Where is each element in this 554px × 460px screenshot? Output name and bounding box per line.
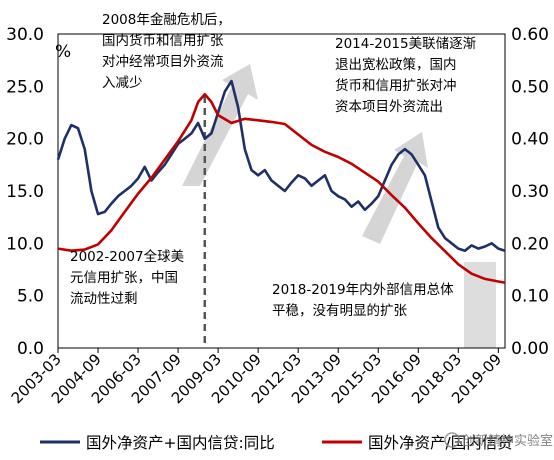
series-line-growth [56,79,506,252]
grey-band-2018-2019 [464,262,496,348]
svg-text:退出宽松政策，国内: 退出宽松政策，国内 [335,56,457,73]
left-axis-ticks: 0.0 5.0 10.0 15.0 20.0 25.0 30.0 [6,25,44,359]
left-tick-label: 10.0 [6,234,44,254]
annotation-2018: 2018-2019年内外部信用总体 平稳，没有明显的扩张 [272,282,454,319]
legend-label-ratio: 国外净资产/国内信贷 [368,434,513,452]
x-axis-ticks: 2003-032004-092006-032007-092009-032010-… [8,348,505,407]
annotation-2014: 2014-2015美联储逐渐 退出宽松政策，国内 货币和信用扩张对冲 资本项目外… [335,36,476,115]
left-tick-label: 0.0 [17,339,44,359]
annotation-2002: 2002-2007全球美 元信用扩张，中国 流动性过剩 [70,248,184,307]
grey-arrow-2015 [362,132,428,244]
right-tick-label: 0.10 [511,287,549,307]
svg-text:2018-2019年内外部信用总体: 2018-2019年内外部信用总体 [272,282,454,298]
right-tick-label: 0.20 [511,234,549,254]
svg-text:国内货币和信用扩张: 国内货币和信用扩张 [102,32,224,49]
svg-text:货币和信用扩张对冲: 货币和信用扩张对冲 [335,77,457,94]
series-line-ratio [57,92,506,284]
grey-arrow-2008 [182,64,258,186]
left-tick-label: 15.0 [6,182,44,202]
svg-text:创新精神实验室: 创新精神实验室 [462,433,553,449]
svg-text:对冲经常项目外资流: 对冲经常项目外资流 [102,54,224,70]
legend-label-growth: 国外净资产+国内信贷:同比 [86,434,275,452]
watermark: 创新精神实验室 [444,432,553,449]
left-tick-label: 25.0 [6,77,44,97]
right-tick-label: 0.40 [511,130,549,150]
right-tick-label: 0.50 [511,77,549,97]
plot-frame [57,33,506,349]
left-tick-label: 30.0 [6,25,44,45]
left-tick-label: 5.0 [17,287,44,307]
left-tick-label: 20.0 [6,130,44,150]
right-tick-label: 0.00 [511,339,549,359]
svg-text:流动性过剩: 流动性过剩 [70,291,138,307]
left-axis-unit: % [55,42,71,62]
svg-text:元信用扩张，中国: 元信用扩张，中国 [70,270,178,286]
right-tick-label: 0.30 [511,182,549,202]
svg-text:2002-2007全球美: 2002-2007全球美 [70,248,184,265]
svg-text:入减少: 入减少 [102,75,143,91]
right-tick-label: 0.60 [511,25,549,45]
legend: 国外净资产+国内信贷:同比 国外净资产/国内信贷 [40,434,513,452]
watermark-logo-icon [444,432,460,448]
svg-text:2014-2015美联储逐渐: 2014-2015美联储逐渐 [335,36,476,52]
svg-text:平稳，没有明显的扩张: 平稳，没有明显的扩张 [272,303,407,319]
svg-text:资本项目外资流出: 资本项目外资流出 [335,99,443,115]
annotation-2008: 2008年金融危机后， 国内货币和信用扩张 对冲经常项目外资流 入减少 [102,12,231,91]
right-axis-ticks: 0.00 0.10 0.20 0.30 0.40 0.50 0.60 [511,25,549,359]
svg-text:2008年金融危机后，: 2008年金融危机后， [102,12,231,28]
